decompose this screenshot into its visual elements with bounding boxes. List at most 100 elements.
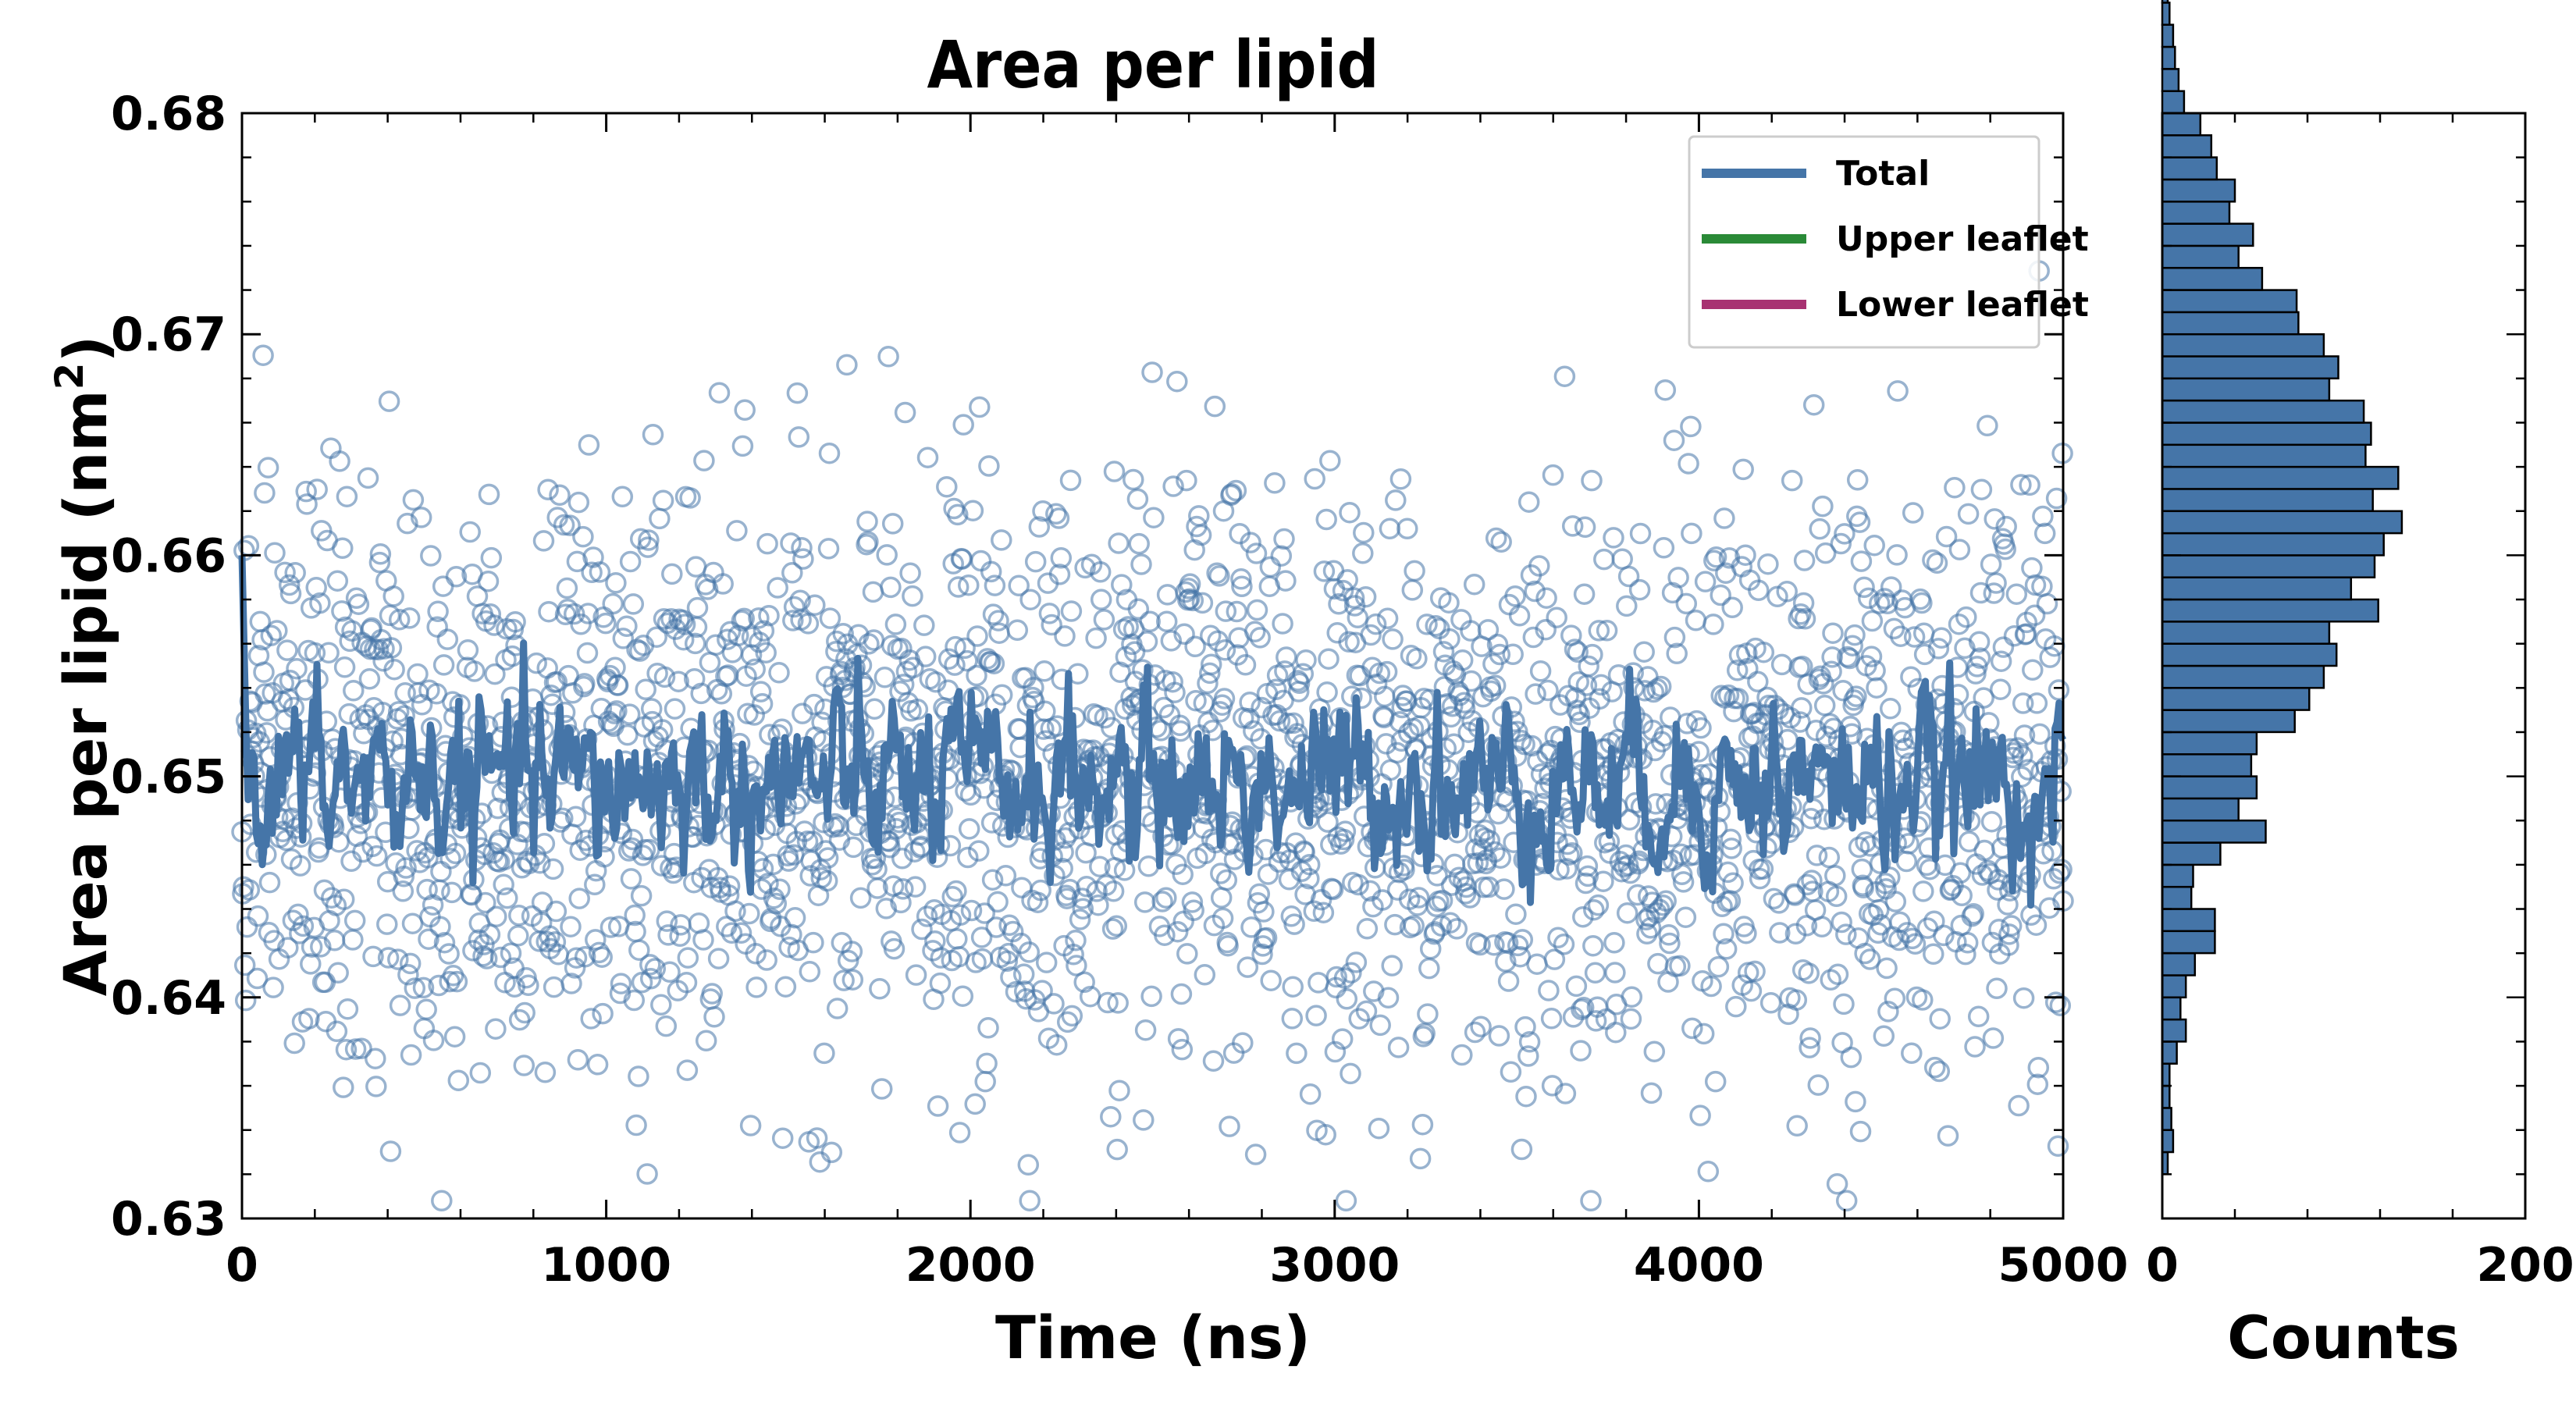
scatter-point <box>362 945 384 968</box>
scatter-point <box>1292 663 1315 685</box>
scatter-point <box>1538 980 1560 1001</box>
scatter-point <box>543 976 565 998</box>
scatter-point <box>1023 677 1044 699</box>
scatter-point <box>1807 1074 1830 1096</box>
scatter-point <box>1922 549 1944 571</box>
scatter-point <box>320 437 342 460</box>
scatter-point <box>1901 1042 1923 1065</box>
scatter-point <box>620 868 642 890</box>
scatter-point <box>617 724 639 746</box>
scatter-point <box>565 947 588 969</box>
scatter-point <box>652 489 674 511</box>
scatter-point <box>616 615 638 638</box>
scatter-point <box>866 877 888 899</box>
scatter-point <box>1333 967 1356 989</box>
scatter-point <box>2047 1135 2069 1158</box>
scatter-point <box>1620 1008 1642 1030</box>
scatter-point <box>580 1008 602 1030</box>
scatter-point <box>1849 1120 1872 1143</box>
histogram-bar <box>2161 1018 2187 1043</box>
scatter-point <box>1454 883 1477 905</box>
y-tick-label: 0.65 <box>111 750 226 805</box>
scatter-point <box>1183 899 1204 922</box>
scatter-point <box>1727 688 1749 710</box>
scatter-point <box>1833 993 1855 1016</box>
scatter-point <box>1940 878 1962 901</box>
scatter-point <box>1681 522 1703 545</box>
scatter-point <box>445 566 468 588</box>
scatter-point <box>377 947 400 969</box>
scatter-point <box>1581 469 1603 492</box>
scatter-point <box>365 1048 386 1069</box>
scatter-point <box>306 478 328 500</box>
scatter-point <box>560 916 582 937</box>
histogram-bar <box>2161 642 2338 667</box>
scatter-point <box>1188 505 1210 527</box>
scatter-point <box>1587 894 1610 916</box>
histogram-bar <box>2161 355 2339 380</box>
scatter-point <box>1056 1011 1079 1033</box>
scatter-point <box>1133 891 1156 913</box>
scatter-point <box>981 869 1004 891</box>
scatter-point <box>991 684 1013 706</box>
scatter-point <box>1286 723 1308 745</box>
scatter-point <box>1377 987 1400 1009</box>
scatter-point <box>731 435 754 457</box>
scatter-point <box>399 952 422 975</box>
scatter-point <box>1426 865 1448 887</box>
scatter-point <box>420 545 442 567</box>
scatter-point <box>628 939 650 961</box>
scatter-point <box>1603 932 1625 954</box>
scatter-point <box>1653 724 1676 747</box>
scatter-point <box>667 670 689 692</box>
scatter-point <box>592 1002 614 1025</box>
scatter-point <box>782 610 804 631</box>
scatter-point <box>1884 891 1907 912</box>
scatter-point <box>1085 627 1107 649</box>
scatter-point <box>1900 666 1922 688</box>
scatter-point <box>1655 890 1677 912</box>
scatter-point <box>1796 873 1819 896</box>
scatter-point <box>703 1006 725 1028</box>
scatter-point <box>1496 932 1519 954</box>
scatter-point <box>1381 955 1403 976</box>
scatter-point <box>508 905 530 927</box>
scatter-point <box>1717 861 1739 884</box>
scatter-point <box>1477 619 1500 641</box>
scatter-point <box>559 514 581 536</box>
scatter-point <box>819 607 841 629</box>
scatter-point <box>1720 828 1742 851</box>
scatter-point <box>635 678 656 701</box>
histogram-bar <box>2161 422 2372 446</box>
scatter-point <box>777 850 799 872</box>
scatter-point <box>1424 921 1446 943</box>
scatter-point <box>1652 894 1674 916</box>
scatter-point <box>1093 609 1115 631</box>
scatter-point <box>1225 479 1247 502</box>
scatter-point <box>1364 613 1387 635</box>
scatter-point <box>395 857 417 879</box>
scatter-point <box>257 457 279 478</box>
scatter-point <box>976 1052 998 1075</box>
scatter-point <box>1722 872 1744 895</box>
scatter-point <box>1641 891 1663 913</box>
scatter-point <box>1325 966 1347 988</box>
scatter-point <box>378 390 400 412</box>
scatter-point <box>1770 653 1793 676</box>
scatter-point <box>568 887 590 909</box>
scatter-point <box>400 1044 422 1066</box>
scatter-point <box>393 705 415 727</box>
scatter-point <box>1969 647 1991 669</box>
scatter-point <box>1735 922 1757 944</box>
scatter-point <box>650 855 673 877</box>
scatter-point <box>479 923 501 946</box>
scatter-point <box>745 976 767 998</box>
main-plot-panel: Area per lipid 0 1000 2000 3000 4000 5000 0.6… <box>47 27 2129 1372</box>
scatter-point <box>357 467 379 489</box>
scatter-point <box>1406 648 1428 670</box>
histogram-x-axis-title: Counts <box>2227 1303 2460 1372</box>
scatter-point <box>1340 1062 1361 1085</box>
scatter-point <box>1030 879 1051 902</box>
scatter-point <box>1726 660 1749 681</box>
scatter-point <box>2022 659 2044 681</box>
